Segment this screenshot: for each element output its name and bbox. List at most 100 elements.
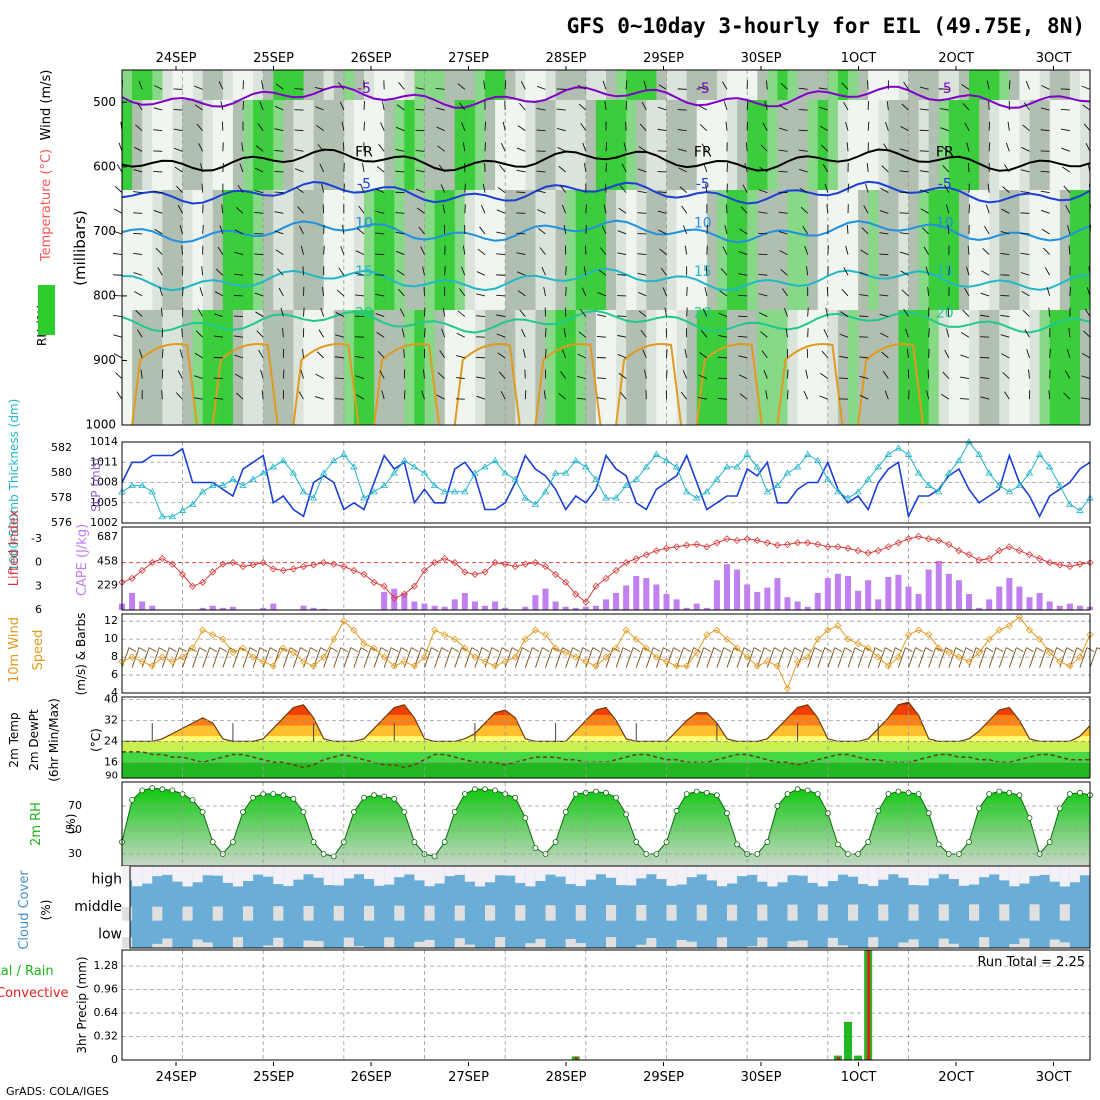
rh-cell [404,100,415,190]
bottom-date-label: 27SEP [448,1070,489,1085]
wind-barb [1049,647,1058,668]
cloud-high [535,866,546,882]
wind-barb [940,127,949,132]
wind-barb [617,274,627,276]
wind-barb [484,647,493,668]
rh-cell [384,190,395,310]
wind-barb [1007,121,1010,131]
wind-barb [679,186,687,193]
rh-cell [1069,310,1081,425]
wind-barb [978,647,987,668]
wind-barb [375,188,385,194]
wind-barb-flag [320,647,328,652]
cloud-low [202,942,213,948]
rh-cell [1029,310,1041,425]
rh-cell [353,190,365,310]
rh-cell [606,70,617,100]
li-point [531,559,539,567]
wind-barb [623,142,627,152]
wind-barb [1084,308,1091,317]
wind-barb [859,315,869,318]
wind-barb [154,85,163,90]
rh-point [139,787,146,794]
rh-cell [908,70,920,100]
tick-label: 50 [68,823,82,836]
rh-point [935,841,942,848]
rh-cell [182,70,194,100]
thickness-point [521,494,530,501]
wind-barb [212,647,221,668]
wind-barb [879,294,889,297]
rh-cell [999,310,1010,425]
rh-point [673,807,680,814]
cape-bar [300,605,307,610]
wind-barb [617,315,627,318]
cloud-middle [485,905,496,921]
top-date-label: 24SEP [156,51,197,66]
cloud-high [253,866,264,875]
rh-cell [152,100,163,190]
axis-label: 3hr Precip (mm) [75,956,89,1053]
wind-barb [638,310,647,317]
cloud-middle [696,904,707,921]
wind-barb [880,187,889,194]
rh-cell [182,100,194,190]
wind-barb [778,231,788,235]
cloud-high [485,866,496,883]
cloud-high [616,866,627,886]
cape-bar [814,592,821,610]
rh-cell [212,100,224,190]
li-point [380,582,388,590]
rh-area [122,788,1090,866]
wind-barb-flag [834,647,843,652]
wind-speed-point [642,644,650,652]
rh-cell [162,310,173,425]
axis-label: 2m DewPt [27,709,41,771]
wind-barb [962,309,970,317]
wind-barb [441,328,446,338]
wind-barb [502,121,506,131]
wind-barb-flag [501,647,510,652]
wind-barb [655,647,664,668]
wind-barb [925,266,930,276]
wind-barb [867,121,870,131]
wind-barb [1083,123,1091,131]
li-point [1015,547,1023,555]
wind-barb [181,328,183,338]
li-point [330,560,338,568]
wind-barb-flag [885,647,893,652]
wind-barb [738,374,748,379]
wind-barb [899,251,909,256]
wind-speed-point [521,635,529,643]
wind-barb [395,231,405,235]
cloud-low [1019,938,1030,948]
wind-barb [703,163,708,173]
wind-barb [738,251,748,256]
wind-speed-point [441,631,449,639]
cape-bar [129,592,136,610]
wind-barb [1020,272,1030,276]
wind-barb [738,273,748,276]
thickness-point [138,481,146,489]
cloud-high [555,866,566,877]
rh-cell [767,70,778,100]
cloud-high [313,866,324,878]
rh-cell [212,70,224,100]
wind-barb [918,647,927,668]
wind-barb-flag [612,647,621,652]
rh-point [472,786,478,793]
thickness-point [461,488,469,495]
wind-barb [536,129,546,132]
wind-barb [901,103,909,111]
wind-barb [173,147,183,152]
wind-barb [563,328,567,338]
tick-label: 0.64 [94,1006,119,1019]
wind-barb [261,390,264,400]
wind-barb [499,164,506,173]
wind-barb [395,250,405,256]
rh-cell [646,190,657,310]
wind-barb [1040,129,1050,132]
li-point [259,559,267,567]
rh-point [794,786,801,793]
isotherm-25-hump [857,343,925,426]
